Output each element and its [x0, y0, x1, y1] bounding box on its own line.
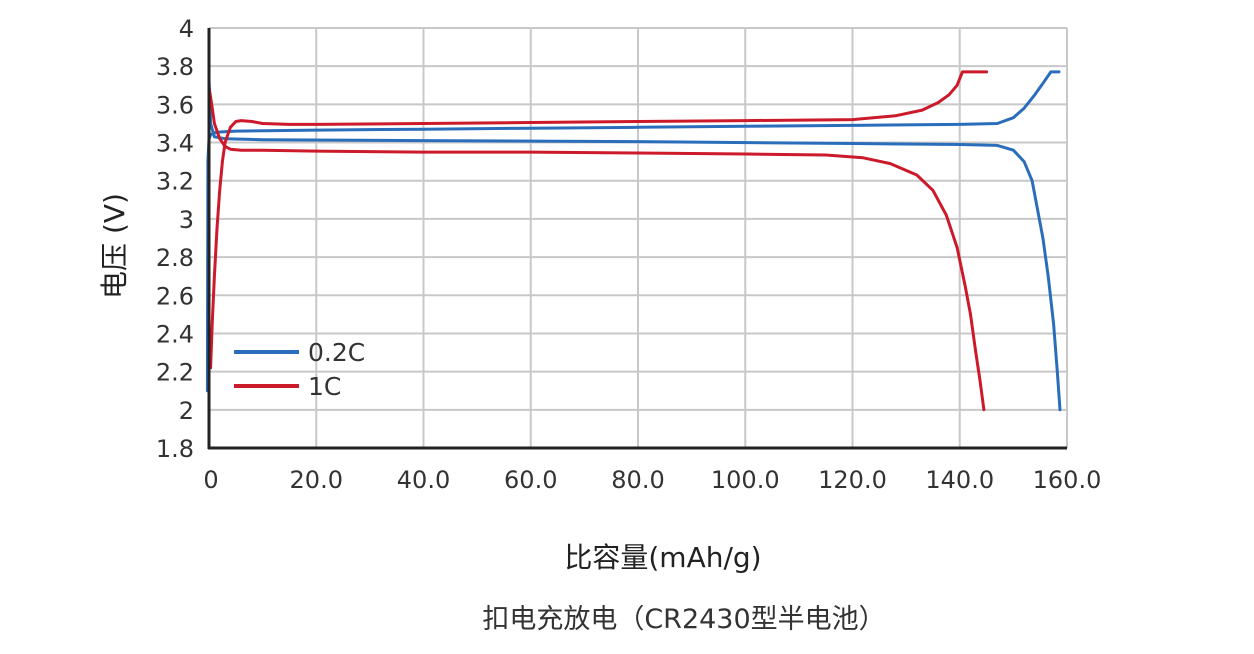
x-tick-label: 20.0	[290, 466, 343, 494]
y-tick-label: 1.8	[156, 435, 194, 463]
axes: 0 20.0 40.0 60.0 80.0 100.0 120.0 140.0 160.0 1.8…	[156, 15, 1102, 494]
series-line-1C-charge	[209, 70, 989, 370]
x-axis-title: 比容量(mAh/g)	[564, 541, 761, 574]
legend-label: 1C	[308, 372, 341, 401]
y-tick-label: 3.6	[156, 91, 194, 119]
x-tick-label: 140.0	[925, 466, 994, 494]
x-tick-label: 80.0	[611, 466, 664, 494]
y-tick-label: 3.4	[156, 130, 194, 158]
y-tick-label: 2.8	[156, 244, 194, 272]
x-tick-label: 40.0	[397, 466, 450, 494]
chart-caption: 扣电充放电（CR2430型半电池）	[482, 604, 885, 635]
y-tick-label: 2.2	[156, 359, 194, 387]
series-layer	[205, 70, 1062, 412]
legend-label: 0.2C	[308, 338, 365, 367]
x-tick-label: 160.0	[1033, 466, 1102, 494]
series-line-1C-discharge	[207, 85, 986, 412]
y-axis-title: 电压 (V)	[98, 193, 131, 299]
x-tick-label: 120.0	[818, 466, 887, 494]
x-tick-label: 100.0	[711, 466, 780, 494]
y-tick-label: 3.2	[156, 168, 194, 196]
x-tick-label: 0	[203, 466, 218, 494]
y-tick-label: 2.4	[156, 320, 194, 348]
y-tick-label: 3.8	[156, 53, 194, 81]
series-line-02C-charge	[205, 70, 1061, 393]
grid	[209, 27, 1068, 448]
x-tick-label: 60.0	[504, 466, 557, 494]
y-tick-label: 4	[179, 15, 194, 43]
legend: 0.2C 1C	[234, 338, 365, 401]
y-tick-label: 2	[179, 397, 194, 425]
y-tick-label: 3	[179, 206, 194, 234]
y-tick-label: 2.6	[156, 282, 194, 310]
